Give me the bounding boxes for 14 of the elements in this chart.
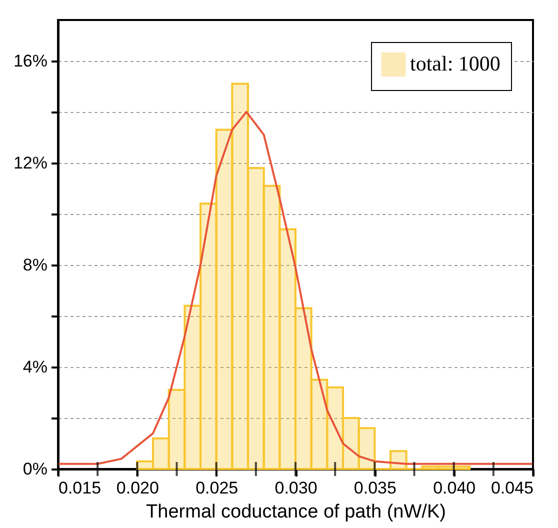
x-tick-label: 0.045 bbox=[490, 478, 534, 498]
y-tick-label: 0% bbox=[22, 460, 48, 478]
x-tick-label: 0.030 bbox=[274, 478, 318, 498]
x-axis-title: Thermal coductance of path (nW/K) bbox=[146, 502, 446, 522]
legend-label: total: 1000 bbox=[410, 52, 500, 76]
x-tick-label: 0.020 bbox=[116, 478, 159, 498]
x-tick-label: 0.035 bbox=[354, 478, 396, 498]
y-tick-label: 4% bbox=[22, 357, 48, 376]
y-tick-label: 12% bbox=[13, 153, 48, 172]
x-tick-label: 0.025 bbox=[196, 478, 238, 498]
y-tick-label: 16% bbox=[13, 51, 48, 70]
x-tick-label: 0.015 bbox=[58, 478, 102, 498]
y-tick-label: 8% bbox=[22, 255, 48, 274]
x-tick-label: 0.040 bbox=[433, 478, 476, 498]
